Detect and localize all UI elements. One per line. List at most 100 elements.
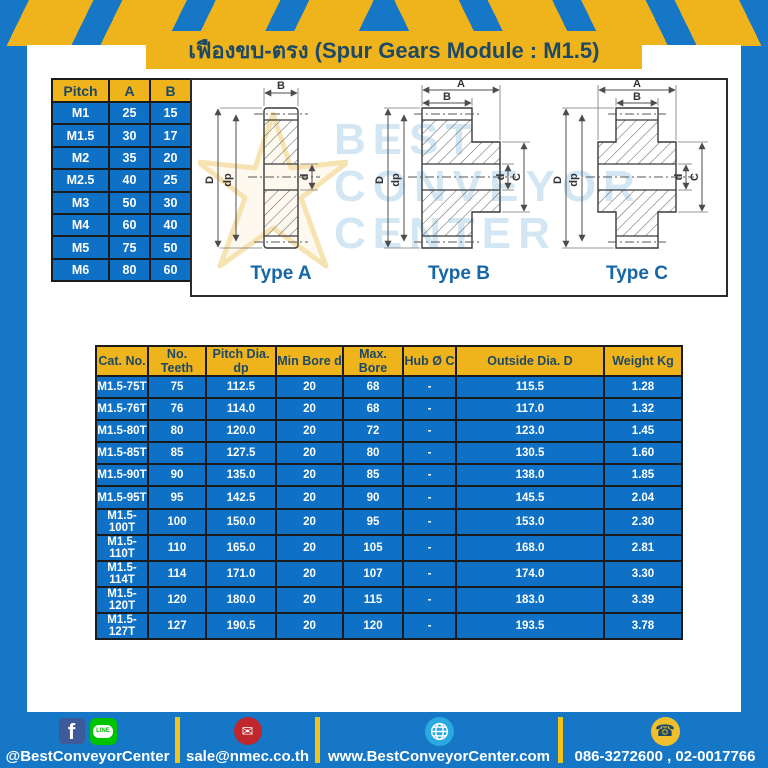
type-b-drawing: A B D dp d C <box>374 80 530 249</box>
table-cell: 90 <box>342 485 404 510</box>
table-cell: M1.5-75T <box>95 374 149 400</box>
table-cell: 135.0 <box>205 463 277 488</box>
hazard-stripe-band <box>0 0 768 46</box>
globe-icon[interactable] <box>424 716 454 746</box>
column-header: Max. Bore <box>342 345 404 377</box>
table-cell: 30 <box>108 123 151 148</box>
footer-phone-section: ☎ 086-3272600 , 02-0017766 <box>563 712 767 768</box>
phone-numbers-text[interactable]: 086-3272600 , 02-0017766 <box>574 748 756 765</box>
phone-icon[interactable]: ☎ <box>650 716 680 746</box>
facebook-glyph: f <box>67 719 76 744</box>
table-row: M1.5 30 17 <box>51 123 192 148</box>
table-cell: - <box>402 559 457 588</box>
dim-label-a: A <box>633 80 641 90</box>
table-row: M1.5-100T 100 150.0 20 95-153.0 2.30 <box>95 507 683 536</box>
table-cell: 3.78 <box>603 611 683 640</box>
table-cell: 68 <box>342 374 404 400</box>
column-header: Outside Dia. D <box>455 345 605 377</box>
table-row: M2 35 20 <box>51 145 192 171</box>
table-cell: 112.5 <box>205 374 277 400</box>
table-cell: 183.0 <box>455 585 605 614</box>
table-cell: 2.04 <box>603 485 683 510</box>
table-cell: 1.85 <box>603 463 683 488</box>
table-cell: 15 <box>149 100 192 126</box>
table-cell: 127 <box>147 611 207 640</box>
table-cell: 35 <box>108 145 151 171</box>
column-header: Cat. No. <box>95 345 149 377</box>
table-cell: 20 <box>149 145 192 171</box>
table-cell: 72 <box>342 419 404 444</box>
table-cell: 114 <box>147 559 207 588</box>
table-cell: - <box>402 441 457 466</box>
table-cell: 2.81 <box>603 533 683 562</box>
table-cell: M1.5 <box>51 123 110 148</box>
page-title: เฟืองขบ-ตรง (Spur Gears Module : M1.5) <box>145 31 642 69</box>
catalog-sheet: เฟืองขบ-ตรง (Spur Gears Module : M1.5) P… <box>27 31 741 712</box>
column-header: B <box>149 78 192 103</box>
website-text[interactable]: www.BestConveyorCenter.com <box>327 748 550 765</box>
dim-label-bore: d <box>299 174 311 181</box>
spec-table-header-row: Cat. No. No. Teeth Pitch Dia. dp Min Bore d… <box>95 345 683 377</box>
dim-label-d-outer: D <box>374 176 386 184</box>
social-handle-text[interactable]: @BestConveyorCenter <box>5 748 170 765</box>
table-cell: M2 <box>51 145 110 171</box>
dim-label-b: B <box>277 80 285 92</box>
dim-label-dp: dp <box>568 173 580 187</box>
table-cell: 115.5 <box>455 374 605 400</box>
table-cell: - <box>402 374 457 400</box>
table-cell: 20 <box>275 397 344 422</box>
contact-footer: f LINE @BestConveyorCenter ✉ sale@nmec.c… <box>0 712 768 768</box>
table-cell: 1.32 <box>603 397 683 422</box>
table-row: M1.5-76T 76 114.0 20 68-117.0 1.32 <box>95 397 683 422</box>
table-cell: M5 <box>51 235 110 260</box>
pitch-table-header-row: Pitch A B <box>51 78 192 103</box>
table-row: M5 75 50 <box>51 235 192 260</box>
table-cell: 20 <box>275 374 344 400</box>
column-header: Min Bore d <box>275 345 344 377</box>
table-cell: 40 <box>108 168 151 193</box>
table-cell: 20 <box>275 463 344 488</box>
table-cell: 123.0 <box>455 419 605 444</box>
table-row: M1.5-85T 85 127.5 20 80-130.5 1.60 <box>95 441 683 466</box>
table-cell: 75 <box>108 235 151 260</box>
email-text[interactable]: sale@nmec.co.th <box>185 748 309 765</box>
table-cell: 20 <box>275 559 344 588</box>
table-cell: 20 <box>275 441 344 466</box>
table-cell: - <box>402 585 457 614</box>
table-cell: 50 <box>108 190 151 215</box>
table-cell: 138.0 <box>455 463 605 488</box>
type-a-drawing: B D dp d <box>204 80 320 249</box>
mail-icon[interactable]: ✉ <box>233 717 262 745</box>
line-icon[interactable]: LINE <box>89 717 117 745</box>
table-cell: 2.30 <box>603 507 683 536</box>
facebook-icon[interactable]: f <box>58 718 85 744</box>
table-cell: M1.5-110T <box>95 533 149 562</box>
gear-diagram-panel: BEST CONVEYOR CENTER <box>190 78 728 297</box>
table-cell: 193.5 <box>455 611 605 640</box>
table-cell: 1.28 <box>603 374 683 400</box>
table-cell: 80 <box>147 419 207 444</box>
table-cell: M1.5-90T <box>95 463 149 488</box>
table-cell: - <box>402 533 457 562</box>
table-cell: 60 <box>108 212 151 238</box>
table-cell: 76 <box>147 397 207 422</box>
type-c-label: Type C <box>606 263 668 284</box>
footer-social-section: f LINE @BestConveyorCenter <box>0 712 175 768</box>
dim-label-d-outer: D <box>552 176 564 184</box>
dim-label-b: B <box>633 91 641 103</box>
table-cell: 75 <box>147 374 207 400</box>
table-cell: M1.5-80T <box>95 419 149 444</box>
table-cell: M1.5-95T <box>95 485 149 510</box>
table-cell: 168.0 <box>455 533 605 562</box>
table-cell: 80 <box>342 441 404 466</box>
table-row: M3 50 30 <box>51 190 192 215</box>
table-cell: 50 <box>149 235 192 260</box>
dim-label-hub: C <box>511 173 523 181</box>
table-row: M1.5-114T 114 171.0 20 107-174.0 3.30 <box>95 559 683 588</box>
table-cell: 145.5 <box>455 485 605 510</box>
table-cell: 100 <box>147 507 207 536</box>
table-cell: M3 <box>51 190 110 215</box>
type-c-drawing: A B D dp d C <box>552 80 708 249</box>
column-header: Pitch <box>51 78 110 103</box>
table-cell: 20 <box>275 611 344 640</box>
